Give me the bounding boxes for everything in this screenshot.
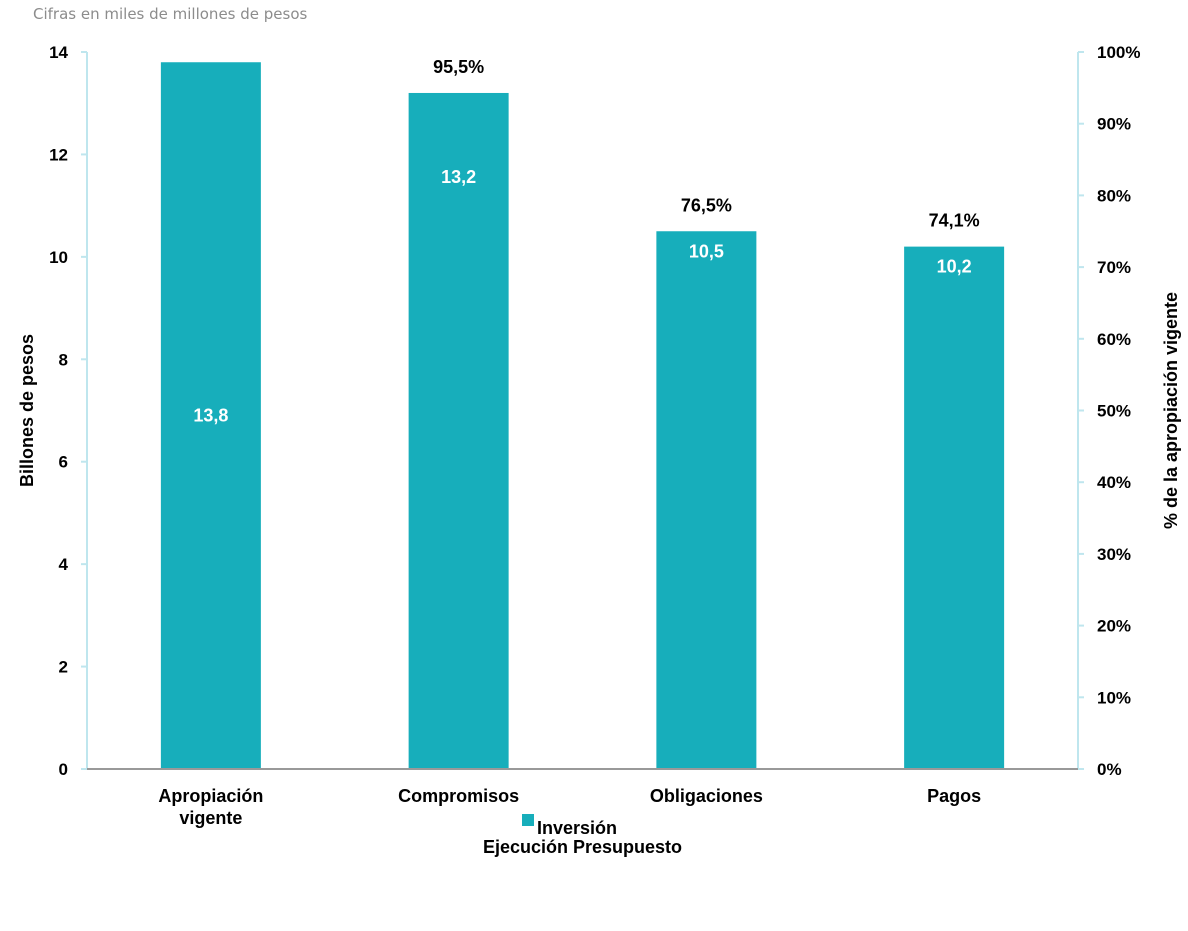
chart-subtitle: Cifras en miles de millones de pesos xyxy=(33,5,308,23)
bar-percent-label: 76,5% xyxy=(681,195,732,215)
bar xyxy=(160,62,261,769)
y2-tick-label: 40% xyxy=(1097,473,1131,492)
y2-tick-label: 60% xyxy=(1097,330,1131,349)
y2-axis-title: % de la apropiación vigente xyxy=(1161,292,1181,529)
y2-tick-label: 30% xyxy=(1097,545,1131,564)
y2-tick-label: 50% xyxy=(1097,402,1131,421)
bar-value-label: 13,8 xyxy=(193,406,228,426)
y2-tick-label: 80% xyxy=(1097,186,1131,205)
y-tick-label: 12 xyxy=(49,145,68,164)
y-tick-label: 6 xyxy=(59,453,68,472)
y-tick-label: 8 xyxy=(59,350,68,369)
y-tick-label: 10 xyxy=(49,248,68,267)
bar xyxy=(656,231,757,769)
legend-swatch xyxy=(522,814,534,826)
bar-percent-label: 74,1% xyxy=(929,211,980,231)
x-axis-title: Ejecución Presupuesto xyxy=(483,837,682,857)
x-tick-label: Apropiación xyxy=(158,786,263,806)
y-tick-label: 0 xyxy=(59,760,68,779)
x-tick-label: vigente xyxy=(179,808,242,828)
x-tick-label: Obligaciones xyxy=(650,786,763,806)
y-axis-title: Billones de pesos xyxy=(17,334,37,487)
x-tick-label: Compromisos xyxy=(398,786,519,806)
y2-tick-label: 0% xyxy=(1097,760,1122,779)
bar-value-label: 13,2 xyxy=(441,167,476,187)
bar-value-label: 10,5 xyxy=(689,241,724,261)
bar-percent-label: 95,5% xyxy=(433,57,484,77)
y2-tick-label: 100% xyxy=(1097,43,1140,62)
y-tick-label: 14 xyxy=(49,43,68,62)
bar-value-label: 10,2 xyxy=(937,257,972,277)
y2-tick-label: 10% xyxy=(1097,688,1131,707)
y2-tick-label: 20% xyxy=(1097,617,1131,636)
bar xyxy=(408,92,509,769)
legend-label: Inversión xyxy=(537,818,617,838)
y-tick-label: 2 xyxy=(59,658,68,677)
y2-tick-label: 70% xyxy=(1097,258,1131,277)
y-tick-label: 4 xyxy=(59,555,69,574)
x-tick-label: Pagos xyxy=(927,786,981,806)
bar xyxy=(904,246,1005,770)
y2-tick-label: 90% xyxy=(1097,115,1131,134)
